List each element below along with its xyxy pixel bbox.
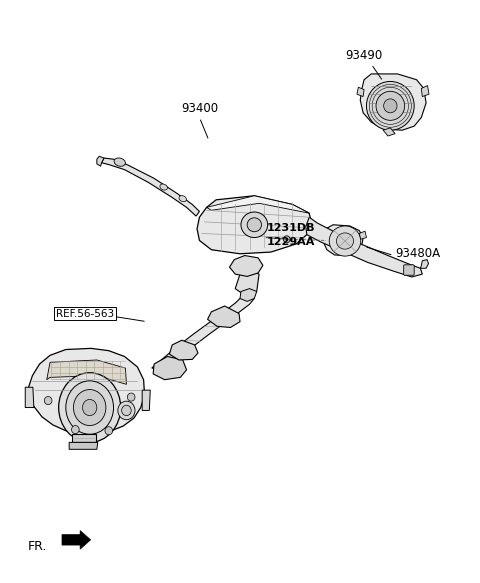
Ellipse shape — [114, 158, 125, 166]
Ellipse shape — [127, 393, 135, 401]
Text: 93480A: 93480A — [395, 247, 440, 259]
Ellipse shape — [73, 389, 106, 426]
Polygon shape — [235, 271, 259, 294]
Polygon shape — [360, 74, 426, 130]
Ellipse shape — [283, 236, 290, 243]
Ellipse shape — [44, 396, 52, 405]
Ellipse shape — [121, 405, 131, 416]
FancyBboxPatch shape — [404, 265, 414, 275]
Ellipse shape — [376, 92, 405, 120]
Ellipse shape — [329, 226, 361, 256]
Polygon shape — [62, 531, 91, 549]
Polygon shape — [97, 156, 104, 166]
Polygon shape — [383, 128, 395, 136]
Polygon shape — [420, 259, 429, 268]
Ellipse shape — [72, 426, 79, 434]
Polygon shape — [25, 387, 34, 408]
Ellipse shape — [384, 99, 397, 113]
Polygon shape — [28, 349, 144, 434]
Ellipse shape — [105, 427, 113, 435]
Ellipse shape — [241, 212, 268, 237]
Ellipse shape — [66, 381, 114, 434]
Polygon shape — [324, 225, 363, 255]
Ellipse shape — [59, 373, 120, 442]
Polygon shape — [306, 217, 422, 277]
Polygon shape — [47, 360, 126, 384]
Ellipse shape — [247, 218, 262, 231]
Ellipse shape — [366, 82, 414, 130]
Polygon shape — [197, 196, 312, 254]
Polygon shape — [357, 87, 364, 97]
Ellipse shape — [160, 184, 168, 190]
Polygon shape — [240, 289, 257, 301]
Polygon shape — [169, 340, 198, 360]
Polygon shape — [360, 231, 366, 239]
Polygon shape — [206, 196, 309, 213]
Ellipse shape — [118, 401, 135, 420]
Polygon shape — [153, 356, 187, 380]
Ellipse shape — [179, 196, 186, 202]
Text: 1231DB: 1231DB — [266, 223, 315, 233]
Text: 93400: 93400 — [181, 101, 218, 114]
Text: 1229AA: 1229AA — [266, 237, 314, 247]
Polygon shape — [102, 158, 199, 216]
Polygon shape — [142, 390, 150, 410]
Polygon shape — [72, 434, 96, 442]
Text: 93490: 93490 — [346, 50, 383, 62]
Polygon shape — [152, 298, 254, 370]
Ellipse shape — [336, 233, 354, 249]
Polygon shape — [229, 255, 263, 276]
Polygon shape — [207, 306, 240, 328]
Polygon shape — [69, 442, 98, 449]
Text: FR.: FR. — [28, 540, 47, 553]
Polygon shape — [421, 86, 429, 97]
Text: REF.56-563: REF.56-563 — [56, 308, 114, 318]
Ellipse shape — [83, 399, 97, 416]
